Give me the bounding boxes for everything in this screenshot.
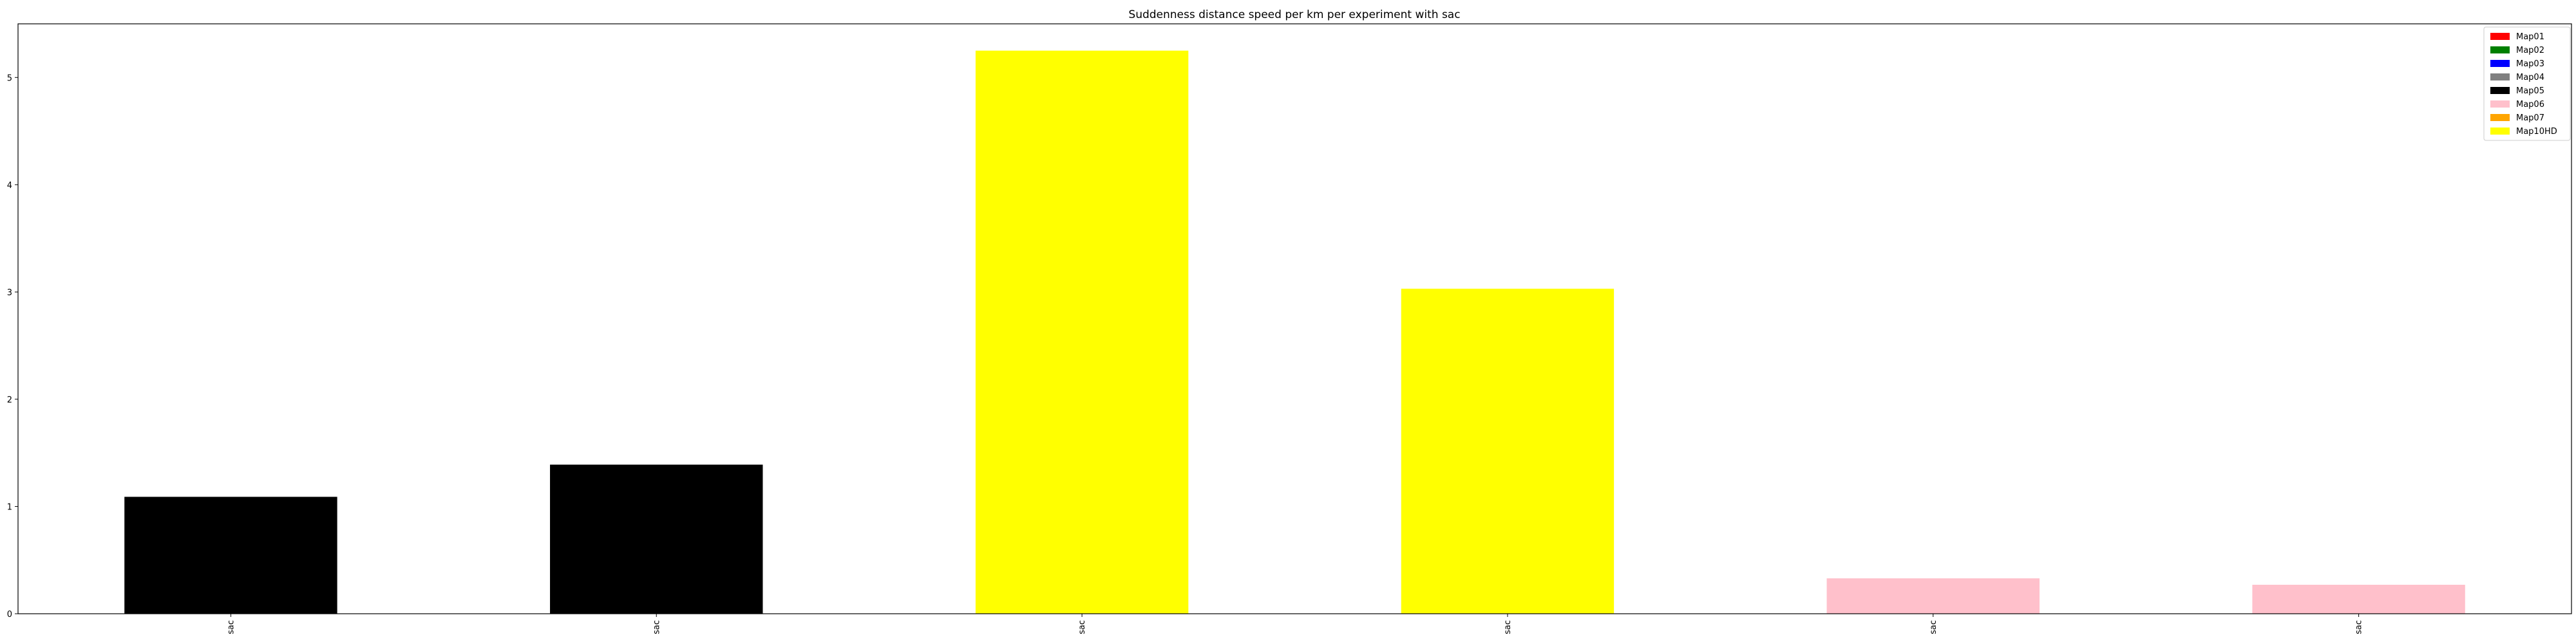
bar-2 <box>550 464 763 614</box>
x-tick-label-4: sac <box>1503 620 1513 634</box>
legend-box <box>2483 26 2571 141</box>
legend-swatch-6 <box>2490 100 2510 108</box>
legend-swatch-1 <box>2490 33 2510 40</box>
bars-layer <box>124 50 2465 614</box>
axes-layer: 0 1 2 3 4 5 sac sac sac sac sac sac <box>7 23 2572 634</box>
legend-swatch-7 <box>2490 114 2510 121</box>
y-tick-label-5: 5 <box>7 73 12 83</box>
legend-swatch-3 <box>2490 60 2510 67</box>
y-tick-label-4: 4 <box>7 181 12 191</box>
legend-label-4: Map04 <box>2516 73 2544 82</box>
legend-swatch-4 <box>2490 73 2510 80</box>
bar-1 <box>124 497 337 614</box>
x-tick-label-1: sac <box>226 620 236 634</box>
legend-label-3: Map03 <box>2516 59 2544 69</box>
legend-label-8: Map10HD <box>2516 127 2557 137</box>
y-tick-label-0: 0 <box>7 610 12 620</box>
legend-swatch-2 <box>2490 46 2510 53</box>
y-tick-label-3: 3 <box>7 288 12 298</box>
x-tick-label-3: sac <box>1077 620 1087 634</box>
x-tick-label-5: sac <box>1929 620 1938 634</box>
bar-4 <box>1401 289 1615 614</box>
plot-frame <box>17 23 2572 614</box>
legend-swatch-8 <box>2490 128 2510 135</box>
y-tick-label-1: 1 <box>7 502 12 512</box>
legend-label-6: Map06 <box>2516 100 2544 109</box>
legend-label-2: Map02 <box>2516 46 2544 55</box>
x-tick-label-6: sac <box>2354 620 2364 634</box>
bar-6 <box>2252 585 2465 614</box>
x-tick-label-2: sac <box>652 620 661 634</box>
legend-label-1: Map01 <box>2516 32 2544 42</box>
chart-title: Suddenness distance speed per km per exp… <box>1128 8 1460 21</box>
bar-5 <box>1826 578 2040 614</box>
bar-3 <box>975 50 1189 614</box>
legend-label-7: Map07 <box>2516 113 2544 123</box>
legend-swatch-5 <box>2490 87 2510 94</box>
legend-label-5: Map05 <box>2516 86 2544 96</box>
y-tick-label-2: 2 <box>7 395 12 405</box>
legend: Map01 Map02 Map03 Map04 Map05 Map06 Map07 Map10… <box>2483 26 2571 141</box>
